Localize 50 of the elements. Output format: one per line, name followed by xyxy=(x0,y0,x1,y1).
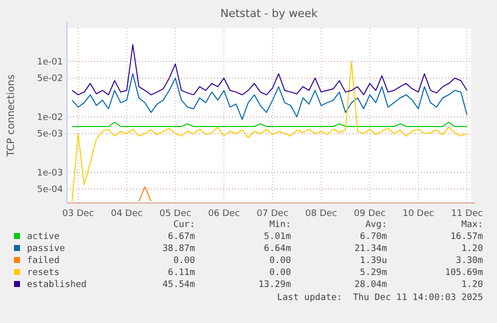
y-tick-label: 1e-03 xyxy=(37,168,63,178)
x-tick-label: 04 Dec xyxy=(110,209,143,219)
text: 0.00 xyxy=(269,256,291,266)
line-series xyxy=(72,60,468,202)
text: 6.67m xyxy=(168,232,195,242)
legend-label: failed xyxy=(27,256,60,266)
x-tick-label: 07 Dec xyxy=(256,209,288,219)
text: 21.34m xyxy=(354,244,387,254)
text: 28.04m xyxy=(354,280,387,290)
chart-title: Netstat - by week xyxy=(220,7,318,20)
text: 45.54m xyxy=(162,280,195,290)
y-axis-title: TCP connections xyxy=(6,74,17,158)
text: 6.70m xyxy=(360,232,387,242)
y-tick-label: 5e-03 xyxy=(37,130,63,140)
text: 0.00 xyxy=(269,268,291,278)
text: 105.69m xyxy=(445,268,483,278)
x-tick-label: 05 Dec xyxy=(159,209,192,219)
text: 6.11m xyxy=(168,268,195,278)
text: 5.01m xyxy=(264,232,291,242)
text: Max: xyxy=(461,220,483,230)
legend-label: resets xyxy=(27,268,60,278)
x-tick-label: 09 Dec xyxy=(354,209,386,219)
y-tick-label: 5e-02 xyxy=(37,74,63,84)
legend-label: active xyxy=(27,232,60,242)
text: 1.20 xyxy=(461,280,483,290)
y-tick-label: 1e-02 xyxy=(37,113,63,124)
text: Last update: Thu Dec 11 14:00:03 2025 xyxy=(277,293,483,303)
text: 1.20 xyxy=(461,244,483,254)
x-tick-label: 10 Dec xyxy=(402,209,434,219)
legend-label: passive xyxy=(27,244,65,254)
text: Min: xyxy=(269,220,291,230)
line-series xyxy=(72,44,468,96)
text: 16.57m xyxy=(450,232,483,242)
y-tick-label: 5e-04 xyxy=(37,185,64,196)
text: 38.87m xyxy=(162,244,195,254)
text: 3.30m xyxy=(456,256,483,266)
x-tick-label: 06 Dec xyxy=(208,209,240,219)
text: Avg: xyxy=(365,220,387,230)
x-tick-label: 11 Dec xyxy=(451,209,483,219)
x-tick-label: 03 Dec xyxy=(62,209,94,219)
text: 0.00 xyxy=(173,256,195,266)
text: 1.39u xyxy=(360,256,387,266)
text: Cur: xyxy=(173,220,195,230)
x-tick-label: 08 Dec xyxy=(305,209,338,219)
text: 13.29m xyxy=(258,280,291,290)
y-tick-label: 1e-01 xyxy=(37,58,63,68)
text: 5.29m xyxy=(360,268,387,278)
legend-label: established xyxy=(27,280,87,290)
line-series xyxy=(72,73,468,120)
text: 6.64m xyxy=(264,244,291,254)
